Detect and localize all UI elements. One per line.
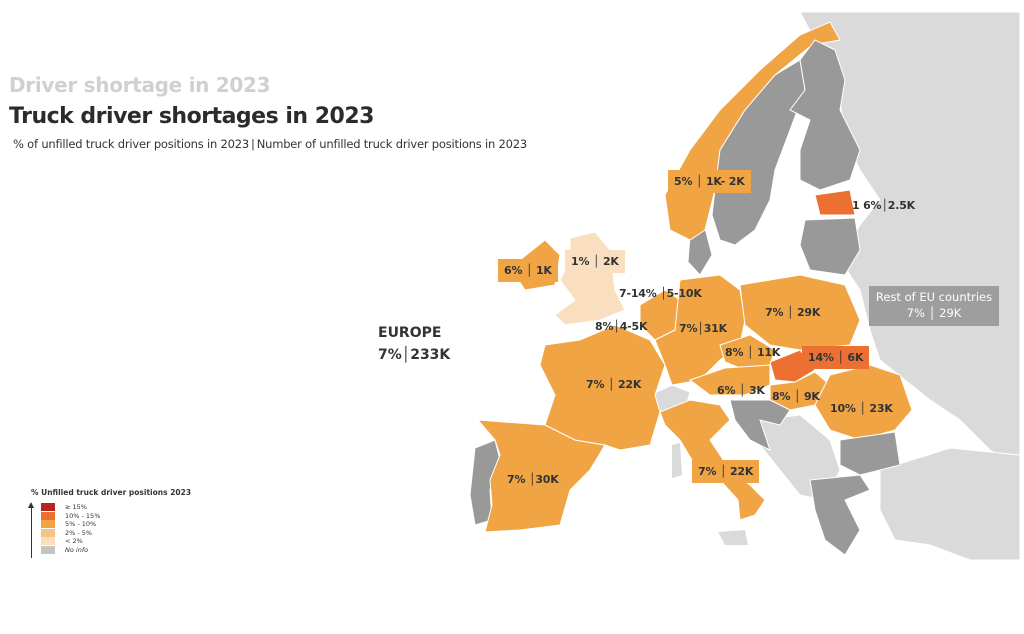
legend-item: No info [41, 545, 191, 555]
label-poland: 7% │ 29K [765, 306, 821, 319]
rest-of-eu-box: Rest of EU countries 7% │ 29K [869, 286, 999, 326]
europe-summary: EUROPE 7%│233K [378, 322, 450, 366]
region-germany [654, 274, 746, 386]
label-netherlands: 7-14% │5-10K [619, 287, 702, 300]
legend: % Unfilled truck driver positions 2023 ≥… [28, 488, 192, 558]
region-finland [789, 39, 861, 191]
region-bulgaria [839, 431, 901, 476]
label-estonia: 1 6%│2.5K [852, 199, 915, 212]
rest-of-eu-title: Rest of EU countries [875, 290, 993, 304]
region-estonia [814, 189, 856, 216]
legend-item: 10% - 15% [41, 511, 191, 521]
region-uk [554, 231, 626, 326]
legend-swatch [41, 545, 55, 554]
label-uk: 1% │ 2K [565, 250, 625, 273]
faded-title: Driver shortage in 2023 [9, 73, 271, 97]
region-sicily [718, 530, 748, 545]
rest-of-eu-value: 7% │ 29K [906, 306, 962, 320]
region-baltics [799, 217, 861, 276]
legend-swatch [41, 537, 55, 546]
chart-title: Truck driver shortages in 2023 [9, 104, 374, 129]
label-italy: 7% │ 22K [692, 460, 760, 483]
label-spain: 7% │30K [507, 473, 559, 486]
label-belgium: 8%│4-5K [595, 320, 648, 333]
subtitle-separator: | [251, 137, 255, 151]
legend-item: 5% - 10% [41, 520, 191, 529]
label-slovakia: 14% │ 6K [802, 346, 870, 369]
region-sweden [711, 59, 806, 246]
label-hungary: 8% │ 9K [772, 390, 820, 403]
legend-swatch [41, 528, 55, 537]
subtitle: % of unfilled truck driver positions in … [13, 137, 527, 151]
europe-value: 7%│233K [378, 347, 451, 363]
label-ireland: 6% │ 1K [498, 259, 558, 282]
region-romania [814, 364, 913, 441]
label-france: 7% │ 22K [586, 378, 642, 391]
region-greece [809, 474, 871, 556]
label-czechia: 8% │ 11K [725, 346, 781, 359]
legend-title: % Unfilled truck driver positions 2023 [31, 488, 192, 497]
legend-swatch [41, 511, 55, 520]
region-france [539, 324, 666, 451]
legend-item: < 2% [41, 537, 191, 546]
region-poland [739, 274, 861, 351]
label-germany: 7%│31K [679, 322, 727, 335]
region-sardinia [672, 443, 682, 478]
label-norway: 5% │ 1K- 2K [668, 170, 751, 193]
legend-swatch [41, 503, 55, 512]
label-romania: 10% │ 23K [830, 402, 893, 415]
legend-swatch [41, 520, 55, 529]
region-turkey [879, 447, 1021, 561]
europe-label: EUROPE [378, 325, 442, 341]
label-austria: 6% │ 3K [717, 384, 765, 397]
subtitle-left: % of unfilled truck driver positions in … [13, 137, 250, 151]
subtitle-right: Number of unfilled truck driver position… [256, 137, 528, 151]
region-croatia [729, 399, 791, 451]
legend-item: 2% - 5% [41, 528, 191, 538]
legend-arrow-icon [28, 502, 34, 558]
legend-item: ≥ 15% [41, 503, 191, 512]
